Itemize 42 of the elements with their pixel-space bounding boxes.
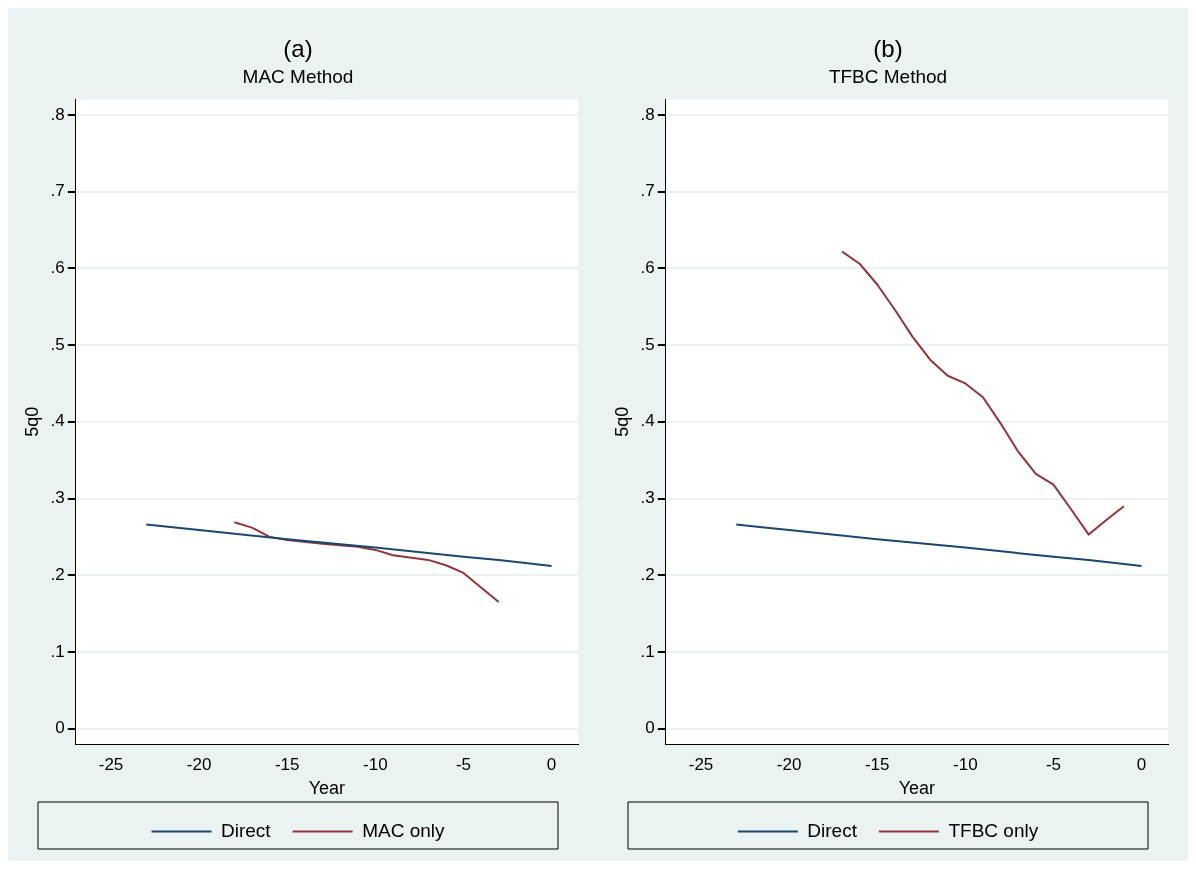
chart-subtitle: MAC Method [242, 66, 354, 88]
y-tick-label: .5 [640, 334, 655, 354]
legend-label: Direct [807, 819, 858, 841]
y-tick-label: .4 [50, 411, 65, 431]
y-tick-label: .2 [50, 564, 65, 584]
legend-label: TFBC only [948, 819, 1039, 841]
y-tick-label: 0 [55, 718, 65, 738]
y-tick-label: .2 [640, 564, 655, 584]
x-tick-label: -20 [186, 754, 212, 774]
x-tick-label: -25 [98, 754, 124, 774]
x-tick-label: -25 [688, 754, 714, 774]
x-tick-label: -10 [953, 754, 978, 774]
legend-label: Direct [221, 819, 272, 841]
y-tick-label: 0 [645, 718, 655, 738]
y-tick-label: .8 [50, 104, 65, 124]
x-tick-label: -5 [1045, 754, 1062, 774]
y-tick-label: .1 [50, 641, 65, 661]
y-tick-label: .3 [50, 488, 65, 508]
x-tick-label: 0 [546, 754, 557, 774]
x-axis-title: Year [898, 778, 936, 799]
y-tick-label: .6 [640, 258, 655, 278]
x-tick-label: -15 [274, 754, 300, 774]
y-tick-label: .4 [640, 411, 655, 431]
x-tick-label: -10 [363, 754, 388, 774]
chart-title: (a) [283, 35, 313, 63]
chart-subtitle: TFBC Method [828, 66, 948, 88]
x-tick-label: 0 [1136, 754, 1147, 774]
chart-title: (b) [873, 35, 903, 63]
x-axis-title: Year [308, 778, 346, 799]
y-axis-title: 5q0 [611, 406, 632, 437]
y-axis-title: 5q0 [21, 406, 42, 437]
y-tick-label: .8 [640, 104, 655, 124]
legend-label: MAC only [362, 819, 445, 841]
y-tick-label: .7 [50, 181, 65, 201]
x-tick-label: -15 [864, 754, 890, 774]
y-tick-label: .5 [50, 334, 65, 354]
y-tick-label: .1 [640, 641, 655, 661]
x-tick-label: -20 [776, 754, 802, 774]
x-tick-label: -5 [455, 754, 472, 774]
y-tick-label: .6 [50, 258, 65, 278]
y-tick-label: .3 [640, 488, 655, 508]
y-tick-label: .7 [640, 181, 655, 201]
